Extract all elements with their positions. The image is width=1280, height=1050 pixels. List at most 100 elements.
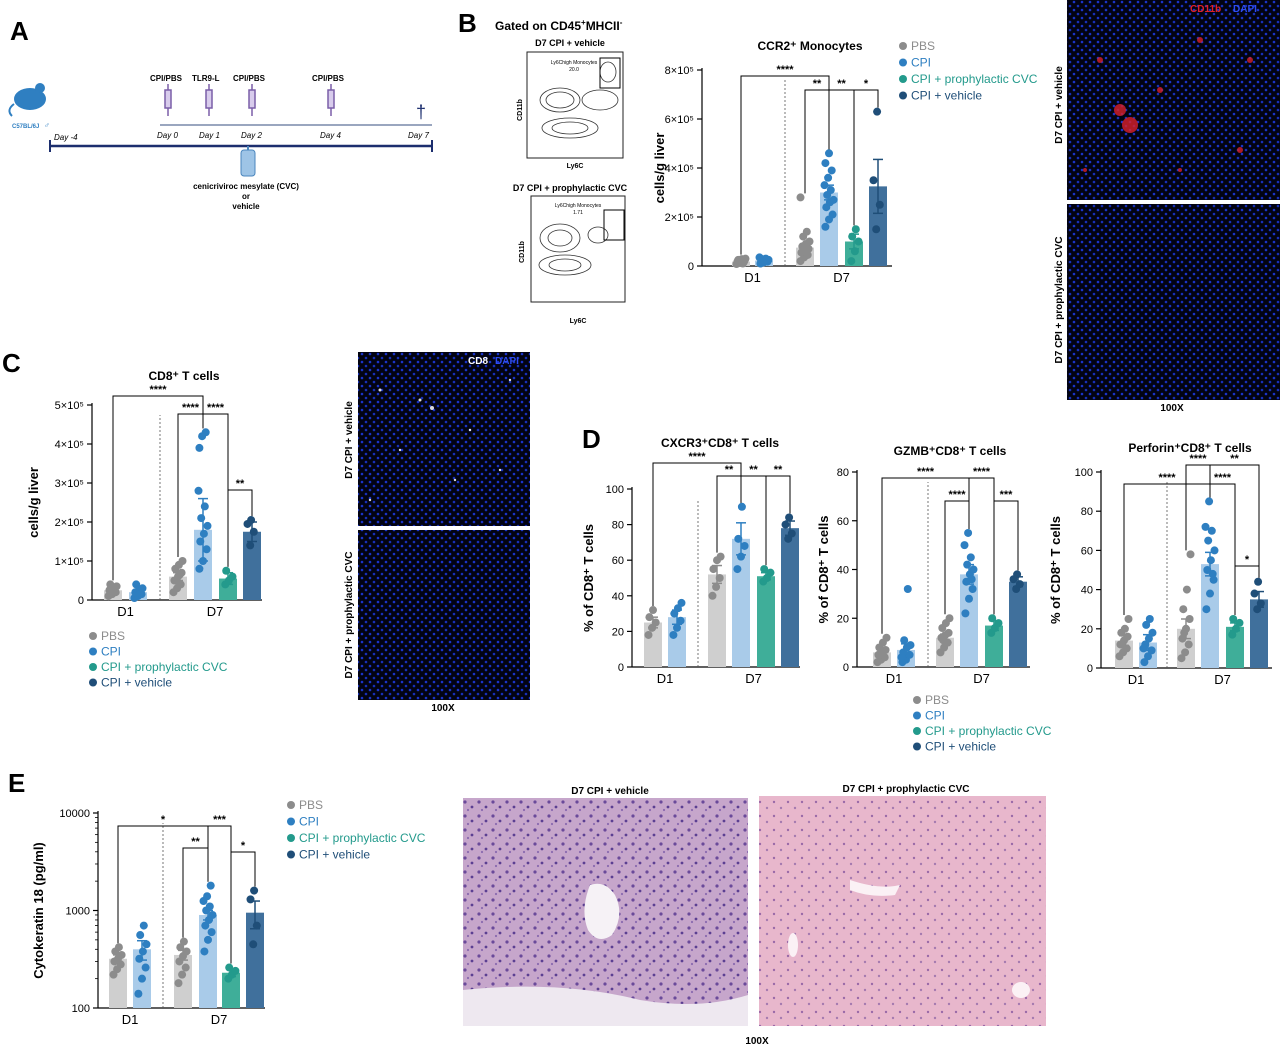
- y-axis-label: % of CD8⁺ T cells: [581, 524, 596, 632]
- day-label-m4: Day -4: [54, 133, 78, 142]
- y-tick-label: 100: [606, 484, 624, 496]
- data-point: [875, 200, 884, 209]
- y-axis-label: cells/g liver: [652, 133, 667, 204]
- cross-icon: †: [416, 102, 426, 122]
- data-point: [117, 950, 126, 959]
- significance-bracket: [944, 500, 970, 615]
- data-point: [1253, 605, 1262, 614]
- data-point: [247, 516, 256, 525]
- significance-label: **: [1230, 453, 1239, 465]
- injection-label-1: CPI/PBS: [150, 74, 183, 83]
- legend-label: CPI + prophylactic CVC: [925, 724, 1052, 738]
- data-point: [246, 895, 255, 904]
- significance-label: ****: [207, 402, 225, 414]
- y-tick-label: 20: [1081, 624, 1093, 636]
- significance-bracket: [652, 462, 742, 607]
- micro-label-blue: DAPI: [495, 356, 519, 367]
- flow-xlabel: Ly6C: [567, 163, 584, 170]
- data-point: [828, 210, 837, 219]
- micro-label-white: CD8: [468, 356, 488, 367]
- y-tick-label: 80: [612, 520, 624, 532]
- y-tick-label: 5×10⁵: [55, 400, 84, 412]
- histology-images: D7 CPI + vehicle D7 CPI + prophylactic C…: [463, 784, 1046, 1047]
- data-point: [850, 247, 859, 256]
- data-point: [781, 520, 790, 529]
- data-point: [1015, 580, 1024, 589]
- chart-title: CXCR3⁺CD8⁺ T cells: [661, 436, 779, 450]
- chart-title: Perforin⁺CD8⁺ T cells: [1128, 441, 1252, 455]
- legend-marker: [913, 711, 921, 720]
- y-tick-label: 40: [837, 565, 849, 577]
- data-point: [175, 570, 184, 579]
- flow-plot-cvc: D7 CPI + prophylactic CVC Ly6Chigh Monoc…: [513, 183, 628, 325]
- significance-bracket: [227, 489, 253, 567]
- data-point: [712, 582, 721, 591]
- data-point: [231, 966, 240, 975]
- significance-bracket: [1209, 464, 1260, 578]
- data-point: [200, 947, 209, 956]
- data-point: [847, 257, 856, 266]
- data-point: [854, 237, 863, 246]
- flow-plot-vehicle: D7 CPI + vehicle Ly6Chigh Monocytes 20.0…: [517, 38, 624, 170]
- flow-gate-value: 20.0: [569, 67, 579, 73]
- data-point: [738, 259, 747, 268]
- data-point: [1201, 522, 1210, 531]
- data-point: [199, 529, 208, 538]
- y-tick-label: 6×10⁵: [665, 114, 694, 126]
- significance-label: ****: [149, 384, 167, 396]
- panel-letter-b: B: [458, 8, 477, 38]
- injection-label-3: CPI/PBS: [233, 74, 266, 83]
- data-point: [1205, 497, 1214, 506]
- data-point: [677, 598, 686, 607]
- data-point: [821, 159, 830, 168]
- panel-letter-d: D: [582, 424, 601, 454]
- data-point: [939, 636, 948, 645]
- data-point: [252, 921, 261, 930]
- data-point: [820, 181, 829, 190]
- data-point: [825, 149, 833, 158]
- legend-marker: [913, 742, 921, 751]
- data-point: [109, 588, 118, 597]
- panel-letter-a: A: [10, 16, 29, 46]
- data-point: [737, 502, 746, 511]
- chart-cd8: 0 1×10⁵ 2×10⁵ 3×10⁵ 4×10⁵ 5×10⁵ D1 D7 CD8⁺ T cel…: [26, 369, 262, 619]
- legend-label: CPI + vehicle: [911, 89, 982, 103]
- data-point: [201, 428, 210, 437]
- legend-label: PBS: [101, 629, 125, 643]
- significance-bracket: [182, 847, 209, 938]
- data-point: [172, 576, 181, 585]
- data-point: [734, 534, 743, 543]
- data-point: [135, 954, 144, 963]
- legend-marker: [89, 663, 97, 671]
- significance-label: *: [241, 840, 246, 852]
- data-point: [1120, 624, 1129, 633]
- significance-bracket: [853, 89, 879, 226]
- significance-label: ****: [917, 466, 935, 478]
- data-point: [178, 970, 187, 979]
- data-point: [988, 614, 997, 623]
- data-point: [1229, 615, 1238, 623]
- significance-label: *: [864, 78, 869, 90]
- data-point: [250, 886, 259, 895]
- data-point: [228, 572, 237, 581]
- data-point: [897, 653, 906, 662]
- data-point: [960, 541, 969, 550]
- y-tick-label: 0: [843, 662, 849, 674]
- data-point: [1179, 605, 1188, 614]
- legend-marker: [287, 834, 295, 842]
- significance-label: **: [813, 78, 822, 90]
- y-tick-label: 60: [837, 516, 849, 528]
- significance-label: ****: [776, 64, 794, 76]
- y-tick-label: 1000: [66, 906, 90, 918]
- y-tick-label: 80: [1081, 506, 1093, 518]
- significance-label: ***: [213, 814, 227, 826]
- y-tick-label: 0: [1087, 663, 1093, 675]
- legend-label: CPI + vehicle: [101, 676, 172, 690]
- data-point: [1209, 575, 1218, 584]
- data-point: [1144, 652, 1152, 661]
- injection-label-4: CPI/PBS: [312, 74, 345, 83]
- data-point: [203, 521, 212, 530]
- y-tick-label: 40: [612, 591, 624, 603]
- data-point: [760, 565, 769, 574]
